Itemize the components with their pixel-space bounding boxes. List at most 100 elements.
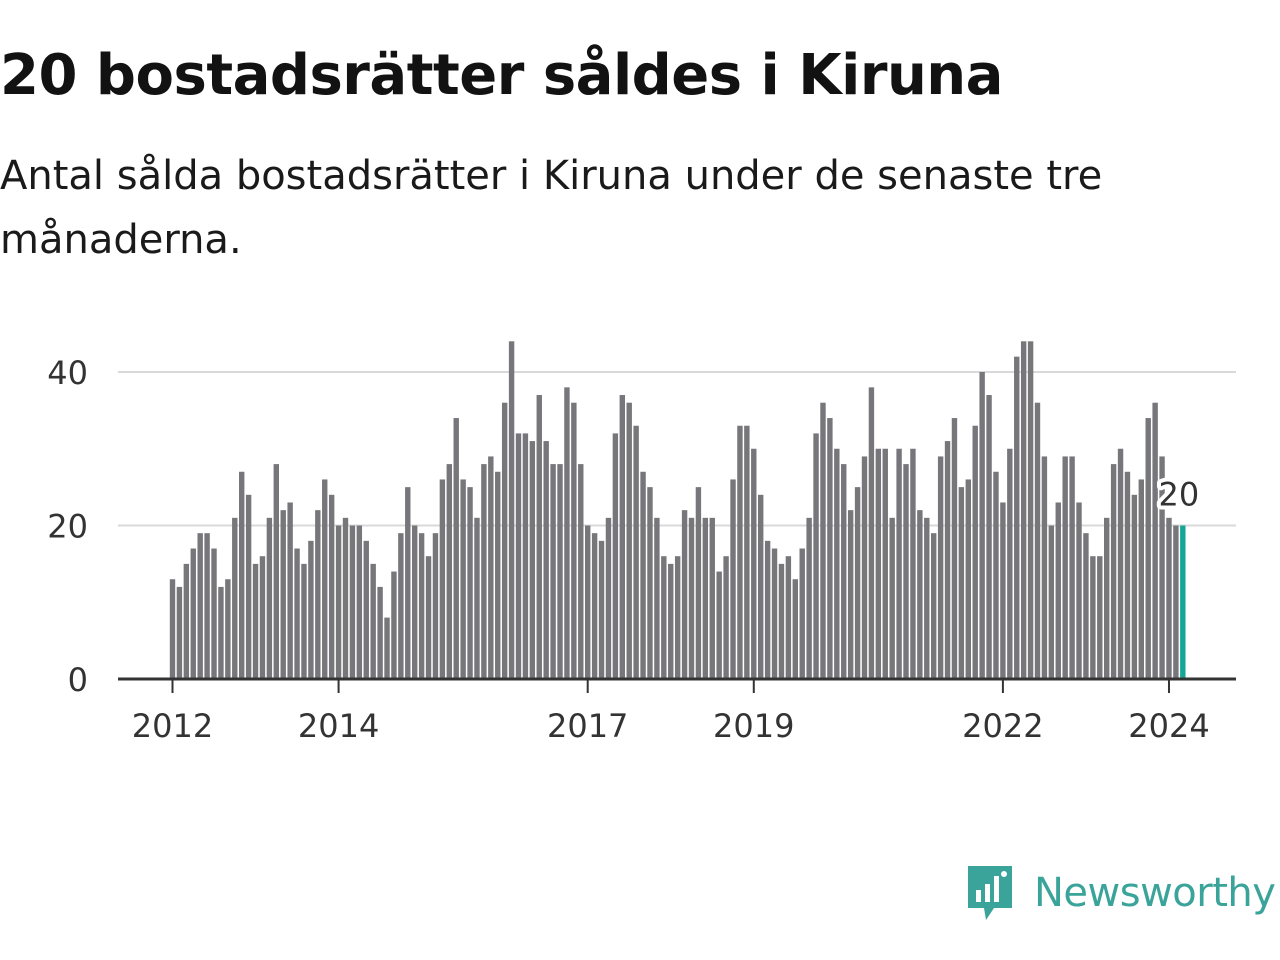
- bar: [799, 548, 805, 679]
- bar: [744, 425, 750, 680]
- bar: [1152, 402, 1158, 679]
- bar: [730, 479, 736, 679]
- bar: [778, 563, 785, 680]
- bar: [349, 525, 356, 679]
- bar: [259, 556, 266, 679]
- bar: [661, 556, 667, 679]
- bar: [1048, 525, 1055, 679]
- bar: [335, 525, 342, 679]
- bar: [868, 387, 875, 679]
- bar: [861, 456, 868, 679]
- bar: [847, 510, 854, 679]
- x-tick-label: 2012: [132, 707, 213, 745]
- bar: [252, 563, 259, 680]
- bar: [903, 464, 909, 679]
- bar: [1138, 479, 1144, 679]
- bar: [674, 556, 681, 679]
- bar: [633, 425, 639, 680]
- bar: [758, 494, 764, 679]
- bar: [225, 579, 231, 679]
- y-tick-label: 40: [47, 354, 88, 392]
- bar: [1014, 356, 1020, 679]
- bar: [356, 525, 363, 679]
- bar: [1159, 456, 1165, 679]
- bar: [792, 579, 798, 679]
- bar: [619, 395, 625, 679]
- bar: [695, 487, 702, 680]
- bar: [827, 418, 833, 679]
- bar: [432, 533, 439, 679]
- bar: [1145, 418, 1151, 679]
- bar: [384, 617, 390, 679]
- bar: [1097, 556, 1103, 679]
- bar: [626, 402, 632, 679]
- bar: [536, 395, 542, 679]
- bar: [834, 448, 840, 679]
- bar: [1117, 448, 1124, 679]
- chart-subtitle: Antal sålda bostadsrätter i Kiruna under…: [0, 153, 1103, 263]
- bar: [1000, 502, 1006, 680]
- bar: [1055, 502, 1061, 680]
- newsworthy-logo-icon: [968, 866, 1012, 920]
- bar: [951, 418, 958, 679]
- bar: [1041, 456, 1048, 679]
- bar: [232, 517, 238, 679]
- bar: [647, 487, 653, 680]
- bar: [239, 471, 245, 679]
- bar: [273, 464, 279, 679]
- bar: [709, 517, 715, 679]
- bar: [1034, 402, 1041, 679]
- bar: [183, 563, 190, 680]
- bar: [668, 563, 674, 680]
- bar: [218, 586, 224, 679]
- bar: [737, 425, 743, 680]
- bars: [169, 341, 1186, 680]
- bar: [605, 517, 612, 679]
- gridlines: [118, 371, 1236, 527]
- bar: [820, 402, 826, 679]
- bar: [944, 441, 951, 679]
- x-tick-label: 2022: [962, 707, 1043, 745]
- bar: [322, 479, 328, 679]
- bar: [910, 448, 916, 679]
- bar: [1007, 448, 1013, 679]
- bar: [508, 341, 515, 679]
- bar: [515, 433, 522, 679]
- bar: [245, 494, 252, 679]
- bar: [280, 510, 286, 679]
- bar: [481, 464, 487, 679]
- bar: [1069, 456, 1075, 679]
- bar: [460, 479, 466, 679]
- value-label: 20: [1158, 476, 1199, 514]
- bar: [1124, 471, 1131, 679]
- bar: [204, 533, 210, 679]
- bar: [806, 517, 812, 679]
- bar: [412, 525, 418, 679]
- bar: [993, 471, 999, 679]
- bar: [308, 540, 314, 679]
- value-annotation: 20: [1154, 472, 1203, 518]
- bar: [917, 510, 923, 679]
- bar: [986, 395, 992, 679]
- bar: [931, 533, 937, 679]
- x-tick-label: 2019: [713, 707, 794, 745]
- newsworthy-logo: Newsworthy: [964, 862, 1276, 924]
- bar-highlight: [1180, 525, 1186, 679]
- bar: [896, 448, 902, 679]
- bar: [377, 586, 383, 679]
- bar: [640, 471, 646, 679]
- bar: [654, 517, 660, 679]
- bar: [557, 464, 563, 679]
- bar: [315, 510, 321, 679]
- bar: [294, 548, 300, 679]
- bar: [543, 441, 549, 679]
- x-tick-label: 2017: [547, 707, 628, 745]
- x-axis-ticks: 2012 2014 2017 2019 2022 2024: [132, 679, 1210, 745]
- bar: [550, 464, 556, 679]
- bar: [370, 563, 376, 680]
- bar: [813, 433, 819, 679]
- bar: [439, 479, 446, 679]
- bar: [1027, 341, 1034, 679]
- bar: [598, 540, 605, 679]
- bar: [501, 402, 508, 679]
